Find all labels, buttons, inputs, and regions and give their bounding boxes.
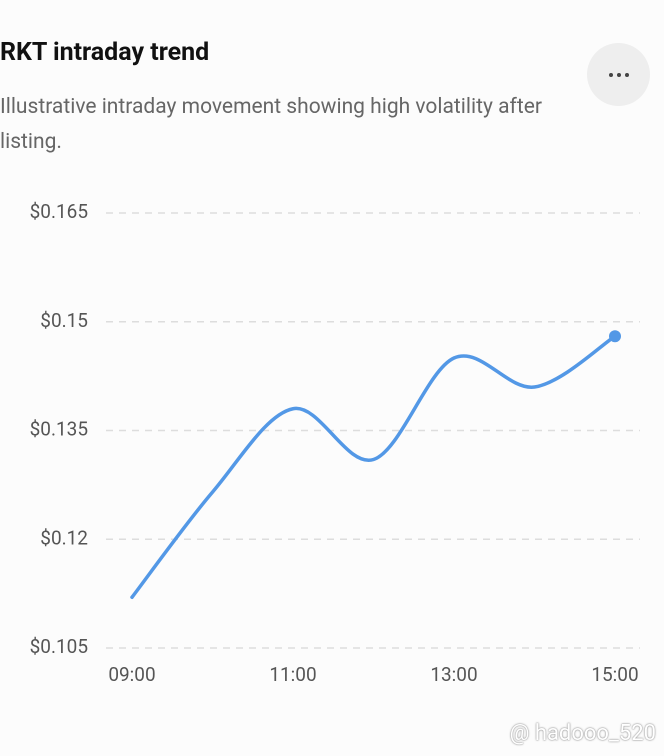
y-tick-label: $0.105 [30,635,88,658]
more-icon [608,72,629,77]
more-button[interactable] [587,43,650,106]
x-tick-label: 09:00 [108,663,155,686]
y-tick-label: $0.15 [40,309,88,332]
x-tick-label: 15:00 [591,663,638,686]
chart-title: RKT intraday trend [0,38,210,67]
chart-subtitle: Illustrative intraday movement showing h… [0,95,542,154]
y-tick-label: $0.165 [30,200,88,223]
line [130,334,617,599]
end-point [609,330,621,343]
x-tick-label: 13:00 [430,663,477,686]
x-tick-label: 11:00 [269,663,316,686]
y-tick-label: $0.12 [40,526,88,549]
y-tick-label: $0.135 [30,418,88,441]
watermark: @ hadooo_520 [509,721,656,746]
